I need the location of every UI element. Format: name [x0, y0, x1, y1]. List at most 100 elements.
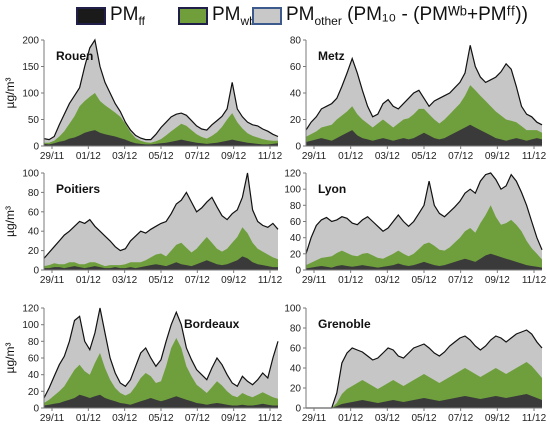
legend-swatch-other: [252, 7, 282, 25]
x-tick-label: 01/12: [76, 151, 101, 162]
legend-label-other: PMother (PM₁₀ - (PMᵂᵇ+PMᶠᶠ)): [286, 4, 528, 28]
line-pm10-total: [43, 172, 279, 259]
x-tick-label: 05/12: [148, 151, 173, 162]
y-tick-label: 150: [22, 62, 39, 73]
legend-swatch-ff: [76, 7, 106, 25]
y-tick-label: 20: [290, 115, 302, 126]
x-tick-label: 11/12: [522, 275, 547, 286]
y-tick-label: 40: [28, 370, 40, 381]
chart-panel-poitiers: 0 20 40 60 80 100 29/11 01/12 03/12 05/12 07/12 09/…: [3, 169, 283, 287]
x-tick-label: 05/12: [411, 413, 436, 424]
y-tick-label: 20: [28, 246, 40, 257]
area-pm-ff: [44, 256, 278, 270]
legend: PMff PMwb PMother (PM₁₀ - (PMᵂᵇ+PMᶠᶠ)): [0, 0, 550, 34]
x-tick-label: 11/12: [258, 413, 283, 424]
y-tick-label: 0: [33, 404, 39, 415]
chart-panel-metz: 0 20 40 60 80 29/11 01/12 03/12 05/12 07/12 09/12 1…: [290, 36, 547, 163]
y-tick-label: 100: [22, 89, 39, 100]
x-tick-label: 29/11: [302, 413, 327, 424]
line-pm10-total: [305, 172, 543, 254]
legend-item-other: PMother (PM₁₀ - (PMᵂᵇ+PMᶠᶠ)): [252, 4, 528, 28]
y-tick-label: 0: [295, 266, 301, 277]
x-tick-label: 29/11: [40, 151, 65, 162]
y-axis-label: µg/m³: [3, 343, 17, 374]
panel-title: Grenoble: [318, 317, 371, 331]
y-tick-label: 80: [28, 188, 40, 199]
x-tick-label: 09/12: [221, 151, 246, 162]
x-tick-label: 09/12: [485, 151, 510, 162]
x-tick-label: 11/12: [522, 151, 547, 162]
y-axis-label: µg/m³: [3, 206, 17, 237]
line-pm10-total: [43, 38, 279, 141]
panel-title: Rouen: [56, 49, 93, 63]
x-tick-label: 05/12: [411, 151, 436, 162]
x-tick-label: 07/12: [448, 151, 473, 162]
x-tick-label: 07/12: [185, 275, 210, 286]
y-tick-label: 50: [28, 115, 40, 126]
y-tick-label: 80: [28, 337, 40, 348]
x-tick-label: 03/12: [112, 413, 137, 424]
x-tick-label: 11/12: [258, 151, 283, 162]
x-tick-label: 29/11: [40, 413, 65, 424]
y-tick-label: 20: [290, 249, 302, 260]
x-tick-label: 01/12: [338, 413, 363, 424]
y-tick-label: 100: [22, 169, 39, 180]
area-pm-wb: [306, 85, 542, 146]
y-tick-label: 60: [290, 217, 302, 228]
y-axis-label: µg/m³: [3, 78, 17, 109]
legend-item-ff: PMff: [76, 4, 145, 28]
y-tick-label: 120: [284, 169, 301, 180]
y-tick-label: 60: [28, 354, 40, 365]
x-tick-label: 11/12: [522, 413, 547, 424]
y-tick-label: 40: [290, 364, 302, 375]
line-pm10-total: [305, 45, 543, 131]
area-pm-ff: [44, 130, 278, 146]
x-tick-label: 29/11: [302, 275, 327, 286]
area-pm-ff: [306, 394, 542, 408]
y-tick-label: 60: [28, 207, 40, 218]
area-pm-wb: [306, 362, 542, 408]
area-pm-ff: [306, 124, 542, 146]
panel-title: Lyon: [318, 182, 346, 196]
y-tick-label: 40: [290, 89, 302, 100]
area-pm-wb: [44, 227, 278, 270]
area-pm-other: [44, 173, 278, 270]
area-pm-wb: [306, 205, 542, 270]
x-tick-label: 09/12: [485, 275, 510, 286]
area-pm-ff: [306, 253, 542, 270]
x-tick-label: 05/12: [148, 275, 173, 286]
area-pm-ff: [44, 394, 278, 408]
area-pm-wb: [44, 93, 278, 146]
line-pm10-total: [43, 307, 279, 399]
x-tick-label: 07/12: [185, 413, 210, 424]
y-tick-label: 40: [290, 233, 302, 244]
y-tick-label: 80: [290, 201, 302, 212]
y-tick-label: 40: [28, 227, 40, 238]
y-tick-label: 0: [295, 142, 301, 153]
chart-panel-grenoble: 0 20 40 60 80 100 29/11 01/12 03/12 05/12 07/12 09/…: [284, 304, 546, 425]
x-tick-label: 05/12: [411, 275, 436, 286]
x-tick-label: 09/12: [485, 413, 510, 424]
x-tick-label: 03/12: [112, 151, 137, 162]
legend-swatch-wb: [178, 7, 208, 25]
y-tick-label: 0: [295, 404, 301, 415]
x-tick-label: 29/11: [302, 151, 327, 162]
y-tick-label: 20: [290, 384, 302, 395]
y-tick-label: 60: [290, 344, 302, 355]
chart-panel-bordeaux: 0 20 40 60 80 100 120 29/11 01/12 03/12 05/12 07/12…: [3, 304, 283, 425]
x-tick-label: 03/12: [375, 151, 400, 162]
y-tick-label: 100: [284, 304, 301, 315]
x-tick-label: 01/12: [338, 275, 363, 286]
y-tick-label: 0: [33, 266, 39, 277]
x-tick-label: 07/12: [448, 413, 473, 424]
area-pm-wb: [44, 338, 278, 408]
y-tick-label: 200: [22, 36, 39, 47]
panel-title: Metz: [318, 49, 345, 63]
x-tick-label: 11/12: [258, 275, 283, 286]
x-tick-label: 09/12: [221, 275, 246, 286]
y-tick-label: 120: [22, 304, 39, 315]
line-pm10-total: [306, 329, 543, 409]
x-tick-label: 09/12: [221, 413, 246, 424]
y-tick-label: 80: [290, 324, 302, 335]
